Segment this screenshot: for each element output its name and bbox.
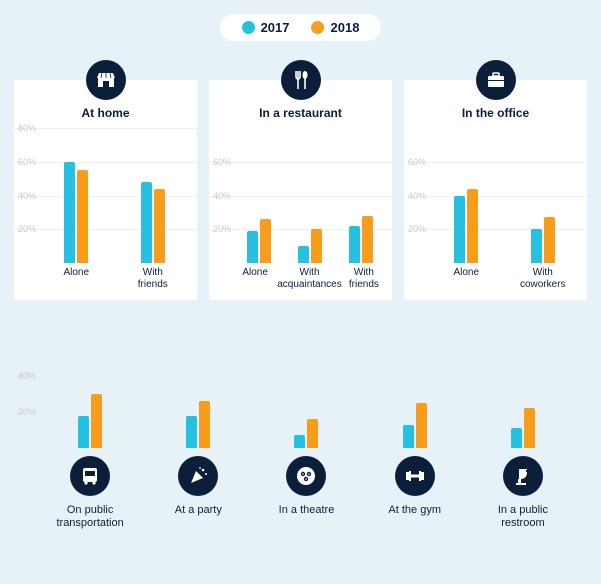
y-axis-label: 40%	[18, 371, 36, 381]
bar	[307, 419, 318, 448]
legend-item-2018: 2018	[312, 20, 360, 35]
category-labels: AloneWith coworkers	[428, 267, 581, 290]
bar-group	[454, 128, 478, 263]
party-icon	[178, 456, 218, 496]
home-icon	[86, 60, 126, 100]
category-labels: AloneWith acquaintancesWith friends	[233, 267, 386, 290]
bottom-label: On public transportation	[36, 504, 144, 529]
bar	[544, 217, 555, 263]
panel-utensils: In a restaurant20%40%60%AloneWith acquai…	[209, 80, 392, 300]
bar-group	[247, 128, 271, 263]
bars-row	[36, 358, 577, 448]
y-axis-label: 80%	[18, 123, 36, 133]
bar	[186, 416, 197, 448]
y-axis-label: 60%	[213, 157, 231, 167]
y-axis-label: 40%	[213, 191, 231, 201]
bar-group	[403, 358, 427, 448]
bar	[77, 170, 88, 263]
y-axis-label: 20%	[18, 224, 36, 234]
y-axis-label: 40%	[408, 191, 426, 201]
bar-group	[511, 358, 535, 448]
bar	[524, 408, 535, 448]
chart-area: 20%40%60%80%	[14, 128, 197, 263]
bottom-icons-row	[36, 456, 577, 496]
bar	[199, 401, 210, 448]
bar-group	[349, 128, 373, 263]
briefcase-icon	[476, 60, 516, 100]
panel-briefcase: In the office20%40%60%AloneWith coworker…	[404, 80, 587, 300]
bar-group	[531, 128, 555, 263]
category-label: With coworkers	[505, 267, 582, 290]
swatch-2017	[242, 21, 255, 34]
panel-home: At home20%40%60%80%AloneWith friends	[14, 80, 197, 300]
category-label: Alone	[428, 267, 505, 290]
bars-row	[38, 128, 191, 263]
swatch-2018	[312, 21, 325, 34]
legend-label-2017: 2017	[261, 20, 290, 35]
bottom-chart-area: 20% 40%	[14, 358, 587, 448]
theatre-icon	[286, 456, 326, 496]
y-axis-label: 60%	[18, 157, 36, 167]
bar-group	[298, 128, 322, 263]
bar	[511, 428, 522, 448]
bar	[467, 189, 478, 263]
bar	[311, 229, 322, 263]
category-label: Alone	[38, 267, 115, 290]
restroom-icon	[503, 456, 543, 496]
chart-area: 20% 40% 60%	[209, 128, 392, 263]
bar	[91, 394, 102, 448]
bar	[154, 189, 165, 263]
bar	[454, 196, 465, 264]
category-labels: AloneWith friends	[38, 267, 191, 290]
bar	[298, 246, 309, 263]
bar	[349, 226, 360, 263]
bar	[531, 229, 542, 263]
category-label: Alone	[233, 267, 277, 290]
y-axis-label: 20%	[408, 224, 426, 234]
bottom-labels-row: On public transportationAt a partyIn a t…	[36, 504, 577, 529]
bar-group	[141, 128, 165, 263]
bottom-label: At the gym	[361, 504, 469, 529]
bar	[78, 416, 89, 448]
panels-row: At home20%40%60%80%AloneWith friendsIn a…	[14, 80, 587, 300]
bar	[260, 219, 271, 263]
bar	[247, 231, 258, 263]
bottom-chart: 20% 40% On public transportationAt a part…	[14, 358, 587, 529]
utensils-icon	[281, 60, 321, 100]
y-axis-label: 60%	[408, 157, 426, 167]
bottom-label: In a public restroom	[469, 504, 577, 529]
chart-area: 20% 40% 60%	[404, 128, 587, 263]
bars-row	[233, 128, 386, 263]
category-label: With friends	[342, 267, 386, 290]
y-axis-label: 20%	[18, 407, 36, 417]
bar-group	[294, 358, 318, 448]
bottom-label: At a party	[144, 504, 252, 529]
bar	[64, 162, 75, 263]
category-label: With acquaintances	[277, 267, 342, 290]
y-axis-label: 20%	[213, 224, 231, 234]
bar	[294, 435, 305, 448]
bottom-label: In a theatre	[252, 504, 360, 529]
legend-item-2017: 2017	[242, 20, 290, 35]
bar-group	[78, 358, 102, 448]
bar	[141, 182, 152, 263]
legend: 2017 2018	[220, 14, 382, 41]
bar	[403, 425, 414, 448]
y-axis-label: 40%	[18, 191, 36, 201]
bar-group	[64, 128, 88, 263]
bar-group	[186, 358, 210, 448]
gym-icon	[395, 456, 435, 496]
bar	[362, 216, 373, 263]
bus-icon	[70, 456, 110, 496]
bars-row	[428, 128, 581, 263]
legend-label-2018: 2018	[331, 20, 360, 35]
bar	[416, 403, 427, 448]
category-label: With friends	[115, 267, 192, 290]
